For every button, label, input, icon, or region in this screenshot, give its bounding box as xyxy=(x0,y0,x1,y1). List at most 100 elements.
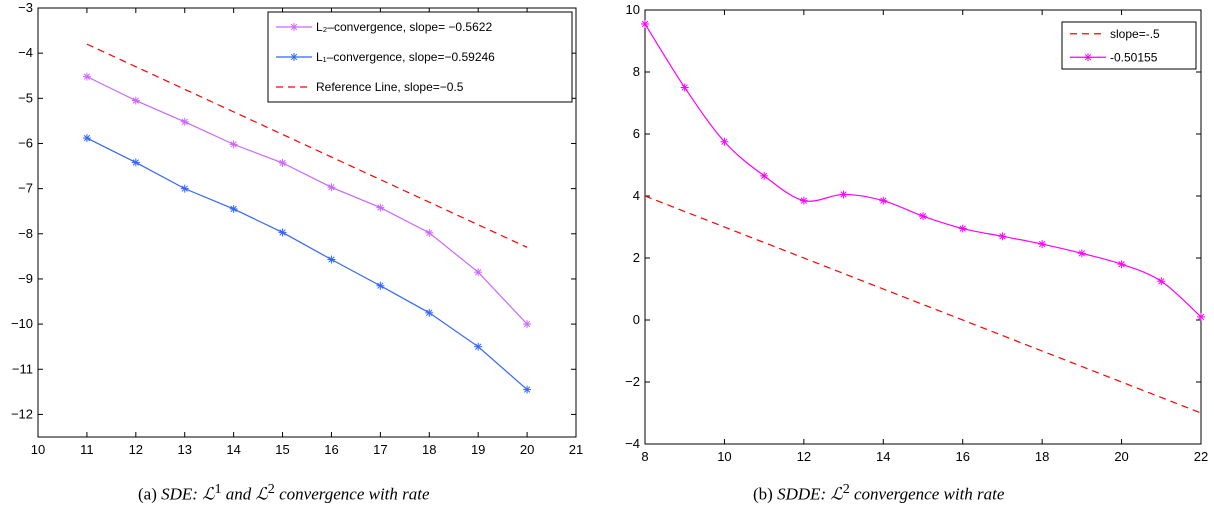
x-tick-label: 17 xyxy=(373,442,387,457)
x-tick-label: 20 xyxy=(520,442,534,457)
y-tick-label: −4 xyxy=(18,45,33,60)
legend-marker xyxy=(1084,53,1092,62)
legend-box xyxy=(1061,21,1197,70)
y-tick-label: −3 xyxy=(18,0,33,15)
x-tick-label: 14 xyxy=(876,449,890,464)
data-point xyxy=(1038,240,1047,249)
data-point xyxy=(425,228,434,237)
data-point xyxy=(641,19,649,28)
x-tick-label: 16 xyxy=(324,442,338,457)
y-tick-label: 10 xyxy=(626,2,640,17)
legend-label: -0.50155 xyxy=(1110,50,1158,64)
y-tick-label: −8 xyxy=(18,226,33,241)
plot-frame xyxy=(37,7,577,438)
legend-label: slope=-.5 xyxy=(1110,27,1160,41)
x-tick-label: 12 xyxy=(797,449,811,464)
caption-b-sup: 2 xyxy=(842,481,850,497)
x-tick-label: 18 xyxy=(1035,449,1049,464)
y-tick-label: −10 xyxy=(11,316,33,331)
plot-frame xyxy=(644,9,1202,445)
data-point xyxy=(474,342,483,351)
data-point xyxy=(1197,312,1205,321)
x-tick-label: 19 xyxy=(471,442,485,457)
data-point xyxy=(720,137,729,146)
legend-label: Reference Line, slope=−0.5 xyxy=(316,80,464,94)
caption-a-prefix: SDE: xyxy=(161,484,198,504)
legend-label: L₁–convergence, slope=−0.59246 xyxy=(316,50,495,64)
x-tick-label: 12 xyxy=(129,442,143,457)
chart-a: 10 11 12 13 14 15 16 17 18 19 20 21 −3 −4 −5 −6 −7 −8 −9 −1… xyxy=(11,0,583,457)
caption-a-label: (a) xyxy=(138,484,157,504)
y-tick-label: −6 xyxy=(18,135,33,150)
x-tick-label: 8 xyxy=(641,449,648,464)
legend-label: L₂–convergence, slope= −0.5622 xyxy=(316,20,492,34)
data-point xyxy=(425,308,434,317)
y-tick-label: −11 xyxy=(12,361,33,376)
caption-b-label: (b) xyxy=(753,484,773,504)
data-point xyxy=(1077,249,1086,258)
data-point xyxy=(327,255,336,264)
data-point xyxy=(523,385,532,394)
data-point xyxy=(131,96,140,105)
y-tick-label: 0 xyxy=(633,312,640,327)
figure-canvas: 10 11 12 13 14 15 16 17 18 19 20 21−3−4−5−6−7−8−9−1… xyxy=(11,0,1208,464)
data-point xyxy=(229,140,238,149)
caption-a-sup-1: 1 xyxy=(214,481,222,497)
x-tick-label: 10 xyxy=(717,449,731,464)
data-point xyxy=(82,134,91,143)
legend-box xyxy=(267,11,573,103)
y-tick-label: 8 xyxy=(633,64,640,79)
caption-a-symbol-2: ℒ xyxy=(255,484,268,504)
caption-a-sup-2: 2 xyxy=(267,481,275,497)
x-tick-label: 18 xyxy=(422,442,436,457)
y-tick-label: −4 xyxy=(625,436,640,451)
data-point xyxy=(376,281,385,290)
x-tick-label: 10 xyxy=(31,442,45,457)
x-tick-label: 21 xyxy=(569,442,583,457)
data-point xyxy=(760,171,769,180)
data-point xyxy=(131,158,140,167)
x-tick-label: 15 xyxy=(275,442,289,457)
caption-b-symbol: ℒ xyxy=(830,484,843,504)
data-point xyxy=(278,158,287,167)
series-line xyxy=(644,195,1202,414)
x-tick-label: 20 xyxy=(1114,449,1128,464)
series-line xyxy=(86,43,528,248)
data-point xyxy=(278,228,287,237)
y-tick-label: −7 xyxy=(18,181,33,196)
data-point xyxy=(1157,277,1166,286)
caption-a-and: and xyxy=(225,484,252,504)
data-point xyxy=(82,72,91,81)
legend-marker xyxy=(290,53,298,61)
y-tick-label: 2 xyxy=(633,250,640,265)
data-point xyxy=(229,204,238,213)
data-point xyxy=(680,83,689,92)
data-point xyxy=(327,183,336,192)
y-tick-label: −9 xyxy=(18,271,33,286)
y-tick-label: −12 xyxy=(11,406,33,421)
data-point xyxy=(998,232,1007,241)
caption-b-prefix: SDDE: xyxy=(777,484,827,504)
caption-b-suffix: convergence with rate xyxy=(854,484,1005,504)
data-point xyxy=(1117,260,1126,269)
caption-a: (a) SDE: ℒ1 and ℒ2 convergence with rate xyxy=(138,481,430,505)
x-tick-label: 14 xyxy=(226,442,240,457)
y-tick-label: −2 xyxy=(625,374,640,389)
data-point xyxy=(523,320,532,329)
data-point xyxy=(799,196,808,205)
data-point xyxy=(958,224,967,233)
legend-marker xyxy=(290,23,298,31)
data-point xyxy=(919,212,927,221)
chart-b: 8 10 12 14 16 18 20 221086420−2−4slope=-.5-0.50… xyxy=(625,2,1208,464)
x-tick-label: 22 xyxy=(1194,449,1208,464)
x-tick-label: 11 xyxy=(80,442,94,457)
data-point xyxy=(180,117,189,126)
data-point xyxy=(376,203,385,212)
data-point xyxy=(180,184,189,193)
series-line xyxy=(86,137,528,391)
data-point xyxy=(474,268,483,277)
series-line xyxy=(86,76,528,325)
caption-a-symbol-1: ℒ xyxy=(202,484,215,504)
caption-a-suffix: convergence with rate xyxy=(279,484,430,504)
y-tick-label: 4 xyxy=(633,188,640,203)
